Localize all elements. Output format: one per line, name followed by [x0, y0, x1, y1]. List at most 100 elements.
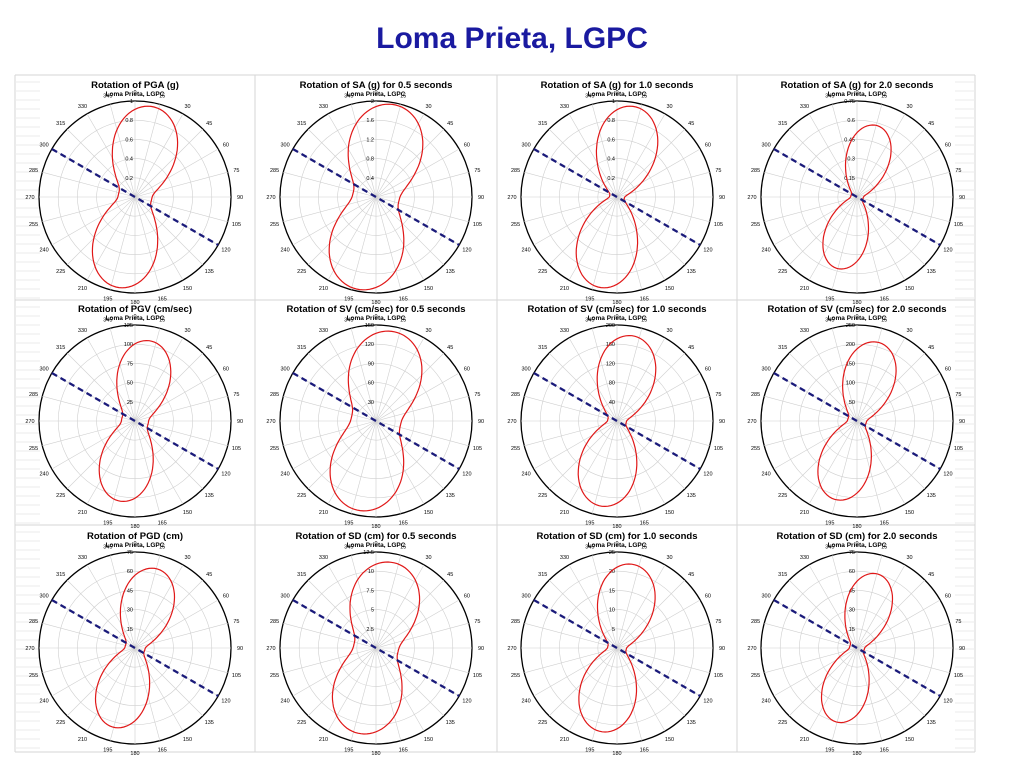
spoke	[375, 420, 469, 447]
angle-label: 300	[521, 367, 530, 373]
spoke	[134, 128, 204, 198]
spoke	[51, 196, 136, 246]
angle-label: 165	[880, 296, 889, 302]
angle-label: 150	[665, 510, 674, 516]
radial-tick-label: 10	[368, 569, 374, 575]
spoke	[856, 128, 926, 198]
radial-tick-label: 90	[368, 361, 374, 367]
angle-label: 90	[719, 195, 725, 201]
spoke	[616, 196, 686, 266]
spoke	[134, 647, 228, 674]
spoke	[375, 196, 402, 290]
spoke	[533, 420, 618, 470]
angle-label: 240	[280, 472, 289, 478]
angle-label: 240	[280, 248, 289, 254]
angle-label: 345	[344, 545, 353, 551]
spoke	[375, 555, 402, 649]
spoke	[109, 420, 136, 514]
spoke	[524, 420, 618, 447]
spoke	[375, 420, 402, 514]
angle-label: 285	[511, 168, 520, 174]
angle-label: 105	[954, 673, 963, 679]
angle-label: 150	[424, 737, 433, 743]
angle-label: 180	[612, 300, 621, 306]
angle-label: 255	[29, 673, 38, 679]
radial-tick-label: 2	[371, 99, 374, 105]
angle-label: 90	[959, 195, 965, 201]
spoke	[616, 148, 701, 198]
angle-label: 90	[478, 646, 484, 652]
spoke	[134, 148, 219, 198]
spoke	[375, 196, 425, 281]
spoke	[773, 196, 858, 246]
spoke	[616, 104, 643, 198]
spoke	[856, 148, 941, 198]
page-title: Loma Prieta, LGPC	[376, 22, 648, 55]
spoke	[808, 337, 858, 422]
angle-label: 30	[425, 555, 431, 561]
spoke	[591, 555, 618, 649]
spoke	[86, 420, 136, 505]
angle-label: 300	[39, 367, 48, 373]
angle-label: 135	[687, 720, 696, 726]
spoke	[548, 579, 618, 649]
angle-label: 180	[612, 524, 621, 530]
radial-tick-label: 0.6	[847, 118, 855, 124]
spoke	[548, 352, 618, 422]
angle-label: 75	[474, 168, 480, 174]
spoke	[307, 128, 377, 198]
angle-label: 165	[158, 747, 167, 753]
polar-chart-6: Rotation of SV (cm/sec) for 0.5 secondsL…	[266, 304, 484, 530]
angle-label: 330	[319, 104, 328, 110]
spoke	[533, 196, 618, 246]
angle-label: 165	[640, 296, 649, 302]
angle-label: 150	[424, 510, 433, 516]
radial-tick-label: 0.6	[607, 137, 615, 143]
radial-tick-label: 10	[609, 608, 615, 614]
spoke	[283, 395, 377, 422]
spoke	[375, 196, 469, 223]
spoke	[524, 171, 618, 198]
angle-label: 150	[183, 737, 192, 743]
spoke	[350, 420, 377, 514]
angle-label: 60	[945, 143, 951, 149]
angle-label: 120	[462, 472, 471, 478]
spoke	[375, 599, 460, 649]
spoke	[616, 337, 666, 422]
spoke	[292, 420, 377, 470]
spoke	[856, 337, 906, 422]
spoke	[831, 328, 858, 422]
angle-label: 315	[56, 345, 65, 351]
angle-label: 270	[507, 195, 516, 201]
polar-chart-11: Rotation of SD (cm) for 1.0 secondsLoma …	[507, 531, 725, 757]
spoke	[856, 113, 906, 198]
chart-subtitle: Loma Prieta, LGPC	[588, 315, 647, 322]
spoke	[66, 579, 136, 649]
spoke	[134, 337, 184, 422]
spoke	[134, 555, 161, 649]
spoke	[808, 420, 858, 505]
spoke	[307, 196, 377, 266]
rotation-trace	[91, 105, 179, 289]
angle-label: 240	[521, 699, 530, 705]
spoke	[788, 196, 858, 266]
angle-label: 105	[232, 222, 241, 228]
angle-label: 210	[800, 286, 809, 292]
spoke	[831, 555, 858, 649]
angle-label: 60	[945, 594, 951, 600]
rotation-trace	[820, 572, 894, 724]
angle-label: 105	[714, 222, 723, 228]
spoke	[616, 420, 686, 490]
angle-label: 195	[585, 747, 594, 753]
spoke	[134, 395, 228, 422]
angle-label: 0	[615, 314, 618, 320]
spoke	[134, 420, 184, 505]
spoke	[86, 337, 136, 422]
spoke	[375, 420, 445, 490]
angle-label: 345	[585, 318, 594, 324]
spoke	[134, 196, 184, 281]
fault-strike-line	[292, 372, 460, 470]
spoke	[856, 395, 950, 422]
spoke	[856, 196, 906, 281]
